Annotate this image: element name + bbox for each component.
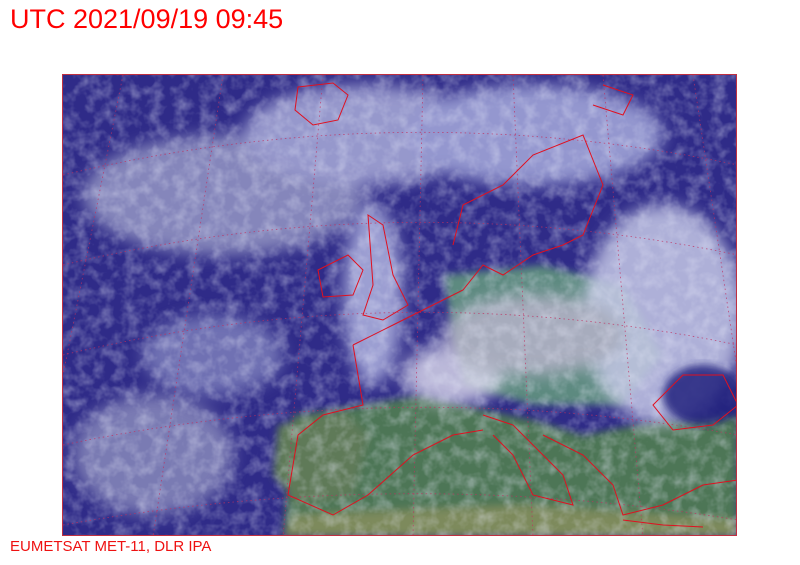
timestamp-title: UTC 2021/09/19 09:45 xyxy=(10,4,284,34)
graticule xyxy=(63,75,736,535)
image-credit: EUMETSAT MET-11, DLR IPA xyxy=(10,538,212,555)
satellite-image xyxy=(62,74,737,536)
coastlines xyxy=(287,82,736,528)
black-sea xyxy=(663,365,736,425)
cloud-texture xyxy=(63,75,736,535)
satellite-map-svg xyxy=(63,75,736,535)
